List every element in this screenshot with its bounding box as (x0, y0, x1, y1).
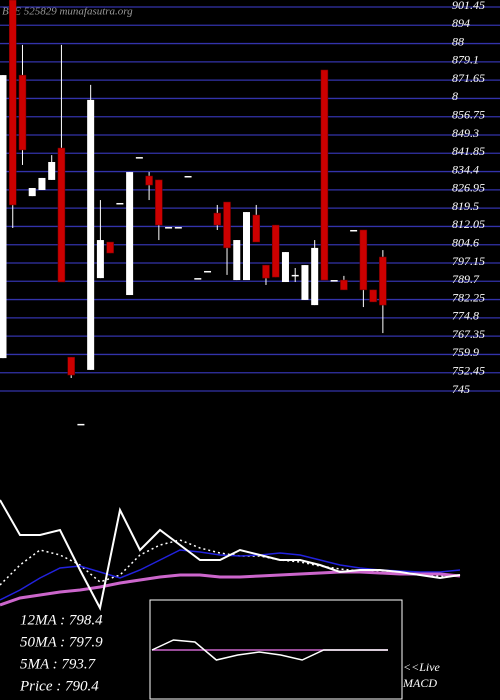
candle-body (126, 172, 134, 296)
candle-body (87, 99, 95, 370)
chart-title: BSE 525829 munafasutra.org (2, 6, 133, 18)
candle-body (204, 270, 212, 273)
candle-body (67, 356, 75, 376)
y-tick-label: 826.95 (452, 181, 485, 195)
y-tick-label: 789.7 (452, 272, 480, 286)
candle-body (369, 289, 377, 303)
y-tick-label: 804.6 (452, 235, 479, 249)
candle-body (174, 227, 182, 229)
indicator-line (0, 570, 461, 607)
y-tick-label: 879.1 (452, 53, 479, 67)
candle-body (213, 212, 222, 226)
candle-body (223, 201, 231, 249)
candle-body (281, 252, 289, 283)
indicator-label: 5MA : 793.7 (20, 656, 97, 672)
candle-body (184, 175, 192, 178)
y-tick-label: 88 (452, 34, 464, 48)
y-tick-label: 745 (452, 382, 470, 396)
candle-body (340, 279, 348, 291)
candle-body (8, 0, 17, 206)
candle-body (311, 247, 319, 306)
candle-body (301, 265, 309, 300)
y-tick-label: 841.85 (452, 144, 485, 158)
candle-body (38, 177, 46, 190)
y-tick-label: 901.45 (452, 0, 485, 12)
candle-body (155, 179, 163, 226)
indicator-label: Price : 790.4 (19, 678, 99, 694)
candle-body (106, 241, 114, 254)
macd-label: <<Live (403, 660, 441, 674)
candle-body (135, 157, 143, 159)
indicator-label: 50MA : 797.9 (20, 634, 103, 650)
candle-body (379, 256, 387, 306)
y-tick-label: 834.4 (452, 162, 479, 176)
y-tick-label: 871.65 (452, 71, 485, 85)
candle-body (77, 423, 85, 426)
y-tick-label: 797.15 (452, 254, 485, 268)
candle-body (252, 214, 260, 243)
candle-body (18, 74, 27, 151)
candle-body (243, 212, 250, 281)
candle-body (330, 280, 338, 282)
y-tick-label: 782.25 (452, 290, 485, 304)
macd-line (151, 639, 388, 661)
candle-body (271, 224, 280, 278)
candle-body (350, 229, 358, 232)
candle-body (291, 274, 299, 277)
candle-body (320, 69, 329, 281)
y-tick-label: 894 (452, 16, 470, 30)
macd-box (149, 599, 403, 700)
candle-body (145, 175, 153, 186)
candle-body (262, 264, 270, 279)
y-tick-label: 767.35 (452, 327, 485, 341)
candle-body (233, 240, 241, 281)
candle-body (28, 188, 36, 197)
candle-body (165, 227, 173, 229)
candle-body (194, 278, 202, 280)
y-tick-label: 849.3 (452, 126, 479, 140)
candle-body (96, 240, 104, 279)
indicator-line (0, 499, 461, 611)
candle-body (116, 202, 124, 205)
y-tick-label: 759.9 (452, 345, 479, 359)
y-tick-label: 752.45 (452, 363, 485, 377)
y-tick-label: 812.05 (452, 217, 485, 231)
candle-body (57, 147, 66, 283)
y-tick-label: 856.75 (452, 107, 485, 121)
y-tick-label: 774.8 (452, 309, 479, 323)
y-tick-label: 819.5 (452, 199, 479, 213)
candle-body (359, 229, 368, 291)
y-tick-label: 8 (452, 89, 458, 103)
macd-label: MACD (402, 676, 437, 690)
candle-body (48, 161, 56, 180)
candle-body (0, 75, 7, 359)
indicator-label: 12MA : 798.4 (20, 612, 103, 628)
